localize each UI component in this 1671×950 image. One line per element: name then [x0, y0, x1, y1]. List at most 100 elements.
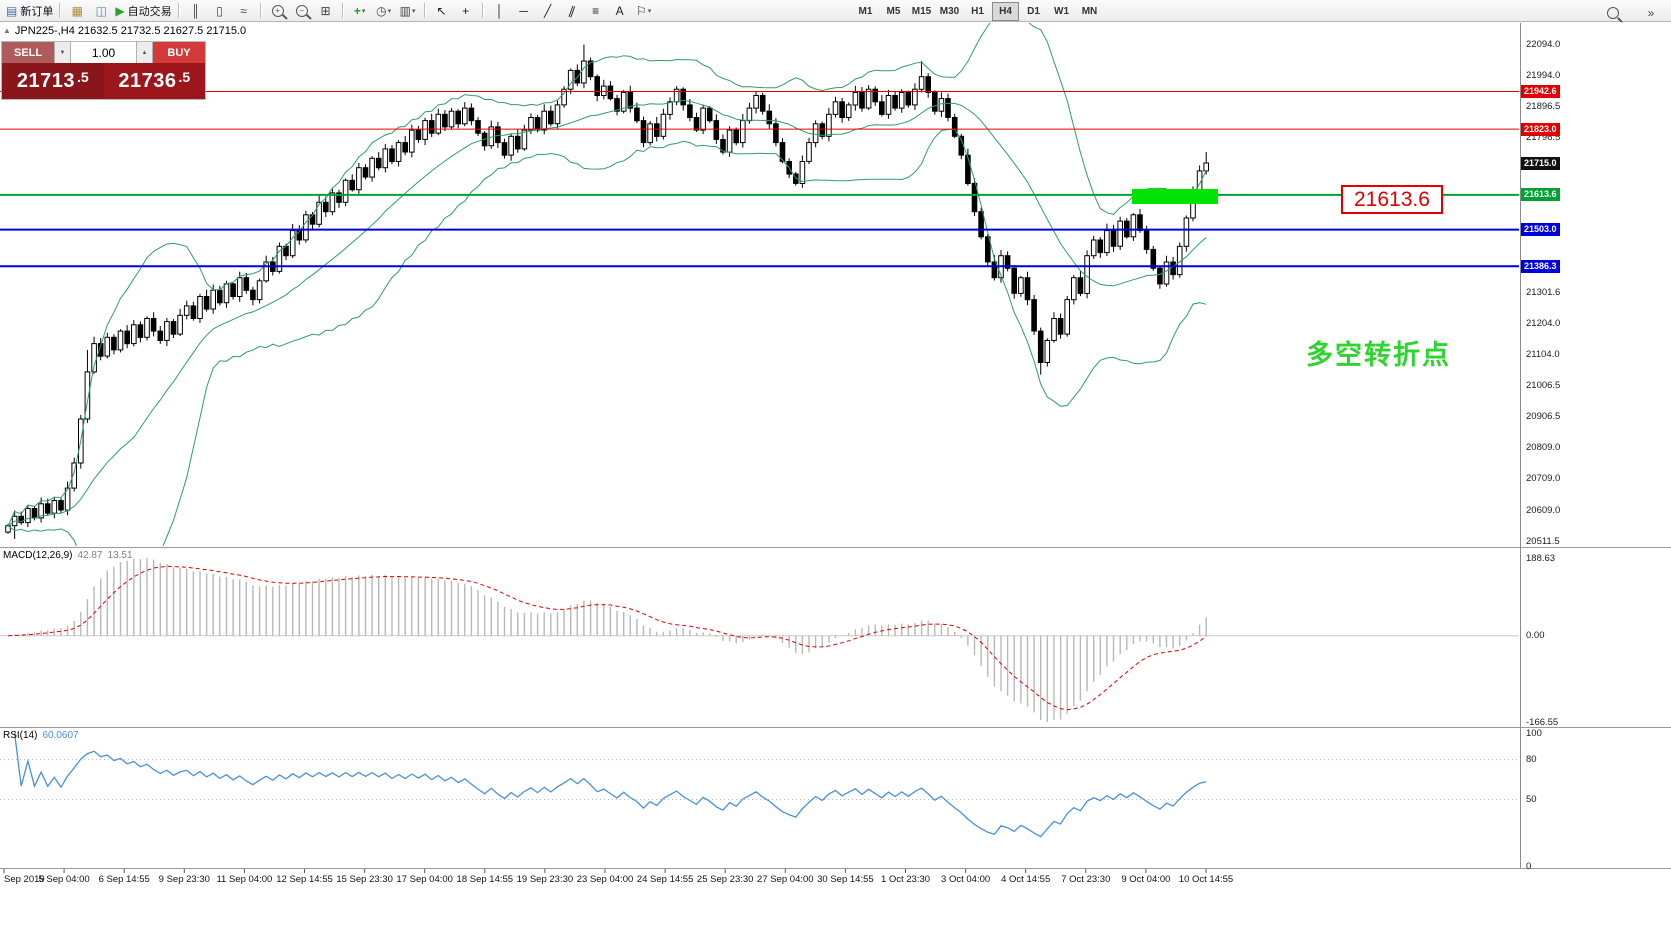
macd-histogram	[13, 558, 1207, 722]
new-order-button[interactable]: ▤ 新订单	[6, 3, 54, 18]
zoom-in-icon[interactable]: +	[267, 1, 289, 21]
timeframe-button-M1[interactable]: M1	[858, 6, 873, 17]
price-macd-splitter[interactable]	[0, 547, 1671, 548]
level-annotation[interactable]: 21613.6	[1341, 185, 1443, 214]
one-click-collapse-icon[interactable]: ▲	[3, 26, 11, 35]
time-label: 9 Oct 04:00	[1121, 874, 1171, 885]
indicators-button[interactable]: + ▾	[353, 3, 366, 18]
scale-label: 20709.0	[1526, 473, 1561, 485]
price-tag: 21613.6	[1521, 188, 1560, 202]
bar-chart-icon[interactable]: ║	[191, 3, 200, 18]
rsi-line	[13, 732, 1207, 838]
charts-window-icon[interactable]: ▦	[71, 3, 84, 18]
price-tag: 21503.0	[1521, 223, 1560, 237]
macd-signal-line	[7, 565, 1207, 711]
candlestick-series	[5, 23, 1210, 546]
channel-icon[interactable]: ∥	[566, 2, 577, 19]
toolbar-separator	[259, 3, 262, 18]
time-axis-separator	[0, 868, 1671, 869]
tile-windows-icon[interactable]: ⊞	[320, 3, 331, 18]
time-label: 30 Sep 14:55	[817, 874, 874, 885]
time-label: 23 Sep 04:00	[576, 874, 634, 885]
scale-label: 50	[1526, 794, 1537, 805]
vertical-line-icon[interactable]: │	[495, 3, 504, 18]
time-axis: Sep 2019 5 Sep 04:00 6 Sep 14:55 9 Sep 23:3…	[0, 869, 1671, 889]
timeframe-button-M15[interactable]: M15	[911, 6, 932, 17]
timeframe-button-M5[interactable]: M5	[886, 6, 901, 17]
volume-increase-button[interactable]: ▲	[136, 42, 153, 63]
buy-button[interactable]: BUY	[153, 42, 205, 63]
time-label: 9 Sep 23:30	[158, 874, 210, 885]
price-tag: 21386.3	[1521, 259, 1560, 273]
time-label: 4 Oct 14:55	[1001, 874, 1051, 885]
bollinger-band-line	[7, 128, 1207, 546]
toolbar-separator	[177, 3, 180, 18]
timeframe-button-H1[interactable]: H1	[971, 6, 984, 17]
timeframe-button-M30[interactable]: M30	[939, 6, 960, 17]
line-chart-icon[interactable]: ≈	[240, 3, 247, 18]
search-icon[interactable]	[1602, 3, 1624, 23]
scale-label: 20906.5	[1526, 411, 1561, 423]
toolbar: ▤ 新订单 ▦ ◫ ▶ 自动交易 ║ ▯ ≈ + − ⊞ + ▾ ◷ ▾ ▥ ▾ ↖ + │ ─ ╱ ∥ ≡ A ⚐ ▾	[0, 0, 1671, 22]
candlestick-chart-icon[interactable]: ▯	[216, 3, 223, 18]
price-scale-separator	[1520, 23, 1521, 868]
time-label: 25 Sep 23:30	[696, 874, 754, 885]
scale-label: 21301.6	[1526, 287, 1561, 299]
buy-price: 21736	[118, 69, 177, 92]
periods-button[interactable]: ◷ ▾	[376, 3, 392, 18]
quick-jump-icon[interactable]: »	[1647, 6, 1655, 20]
scale-label: 21994.0	[1526, 69, 1561, 81]
rsi-label: RSI(14) 60.0607	[3, 730, 79, 741]
scale-label: 21006.5	[1526, 380, 1561, 392]
fibonacci-icon[interactable]: ≡	[592, 3, 600, 18]
macd-rsi-splitter[interactable]	[0, 727, 1671, 728]
time-label: 5 Sep 04:00	[38, 874, 90, 885]
scale-label: 80	[1526, 754, 1537, 766]
time-label: 10 Oct 14:55	[1178, 874, 1234, 885]
time-label: 17 Sep 04:00	[396, 874, 453, 885]
arrows-icon[interactable]: ⚐ ▾	[635, 3, 652, 18]
turning-point-annotation[interactable]: 多空转折点	[1306, 340, 1451, 370]
volume-decrease-button[interactable]: ▼	[54, 42, 71, 63]
time-label: 19 Sep 23:30	[516, 874, 574, 885]
scale-label: 20809.0	[1526, 442, 1561, 454]
time-label: 7 Oct 23:30	[1061, 874, 1111, 885]
highlight-rectangle[interactable]	[1132, 189, 1218, 204]
timeframe-button-W1[interactable]: W1	[1054, 6, 1069, 17]
cursor-icon[interactable]: ↖	[436, 3, 447, 18]
toolbar-separator	[423, 3, 426, 18]
profiles-icon[interactable]: ◫	[95, 3, 108, 18]
time-label: 27 Sep 04:00	[757, 874, 814, 885]
sell-button[interactable]: SELL	[2, 42, 54, 63]
scale-label: -166.55	[1526, 716, 1559, 728]
time-label: 18 Sep 14:55	[456, 874, 514, 885]
volume-input[interactable]: 1.00	[71, 42, 136, 63]
sell-price-panel[interactable]: 21713.5	[2, 63, 104, 99]
zoom-out-icon[interactable]: −	[291, 1, 313, 21]
text-icon[interactable]: A	[615, 3, 624, 18]
timeframe-button-D1[interactable]: D1	[1027, 6, 1040, 17]
time-label: 3 Oct 04:00	[941, 874, 991, 885]
timeframe-button-MN[interactable]: MN	[1081, 6, 1098, 17]
trendline-icon[interactable]: ╱	[543, 3, 552, 18]
horizontal-line-icon[interactable]: ─	[519, 3, 528, 18]
price-tag: 21715.0	[1521, 156, 1560, 170]
time-label: 15 Sep 23:30	[336, 874, 393, 885]
toolbar-right-group: »	[1601, 3, 1663, 23]
scale-label: 21204.0	[1526, 318, 1561, 329]
scale-label: 0.00	[1526, 630, 1545, 642]
time-label: 24 Sep 14:55	[636, 874, 694, 885]
crosshair-icon[interactable]: +	[462, 3, 470, 18]
price-tag: 21823.0	[1521, 122, 1560, 136]
template-button[interactable]: ▥ ▾	[399, 3, 416, 18]
time-label: 11 Sep 04:00	[216, 874, 273, 885]
scale-label: 20609.0	[1526, 504, 1561, 516]
toolbar-separator	[59, 3, 62, 18]
scale-label: 21796.5	[1526, 131, 1561, 143]
buy-price-panel[interactable]: 21736.5	[103, 63, 205, 99]
autotrading-button[interactable]: ▶ 自动交易	[115, 3, 172, 18]
one-click-trading-widget: SELL ▼ 1.00 ▲ BUY 21713.5 21736.5	[1, 41, 206, 100]
timeframe-button-H4[interactable]: H4	[992, 2, 1019, 21]
